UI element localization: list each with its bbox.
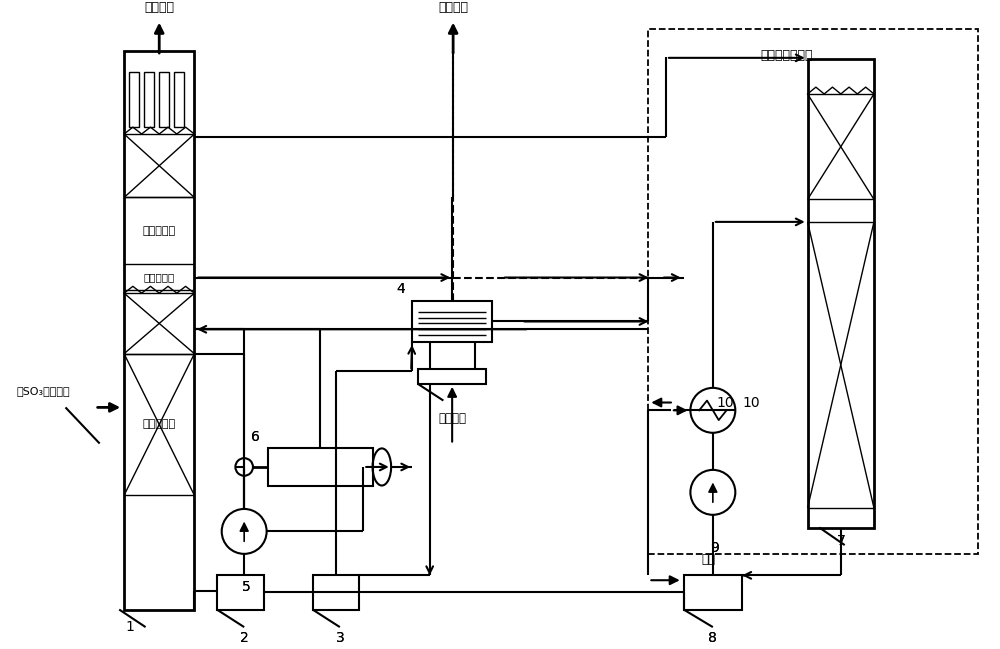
- Text: 3: 3: [335, 631, 344, 645]
- Text: 2: 2: [240, 631, 249, 645]
- Bar: [217, 576, 264, 609]
- Text: 10: 10: [742, 395, 760, 410]
- Text: 7: 7: [836, 534, 845, 548]
- Text: 含SO₃工艺气体: 含SO₃工艺气体: [17, 386, 70, 396]
- Bar: [144, 73, 154, 127]
- Bar: [159, 73, 169, 127]
- Bar: [268, 448, 373, 485]
- Bar: [648, 29, 978, 554]
- Bar: [174, 73, 184, 127]
- Text: 7: 7: [836, 534, 845, 548]
- Text: 2: 2: [240, 631, 249, 645]
- Text: 8: 8: [708, 631, 717, 645]
- Text: 3: 3: [335, 631, 344, 645]
- Bar: [418, 369, 486, 384]
- Text: 低压蕊汽: 低压蕊汽: [438, 1, 468, 14]
- Text: 4: 4: [396, 282, 405, 296]
- Text: 气液分离段: 气液分离段: [144, 272, 175, 282]
- Text: 10: 10: [717, 395, 734, 410]
- Text: 工艺气体: 工艺气体: [144, 1, 174, 14]
- Bar: [129, 73, 139, 127]
- Text: 9: 9: [710, 541, 719, 555]
- Bar: [124, 51, 194, 609]
- Text: 5: 5: [242, 580, 251, 594]
- Bar: [313, 576, 359, 609]
- Text: 6: 6: [251, 430, 260, 444]
- Text: 低压给水: 低压给水: [438, 411, 466, 424]
- Text: 硫酸: 硫酸: [701, 553, 715, 566]
- Text: 低温吸收段: 低温吸收段: [143, 226, 176, 236]
- Bar: [808, 59, 874, 528]
- Text: 5: 5: [242, 580, 251, 594]
- Text: 9: 9: [710, 541, 719, 555]
- Bar: [412, 301, 492, 342]
- Text: 高温吸收段: 高温吸收段: [143, 419, 176, 429]
- Text: 6: 6: [251, 430, 260, 444]
- Text: 干燥或二吸系统: 干燥或二吸系统: [761, 49, 813, 62]
- Text: 1: 1: [125, 620, 134, 634]
- Text: 4: 4: [396, 282, 405, 296]
- Bar: [684, 576, 742, 609]
- Text: 8: 8: [708, 631, 717, 645]
